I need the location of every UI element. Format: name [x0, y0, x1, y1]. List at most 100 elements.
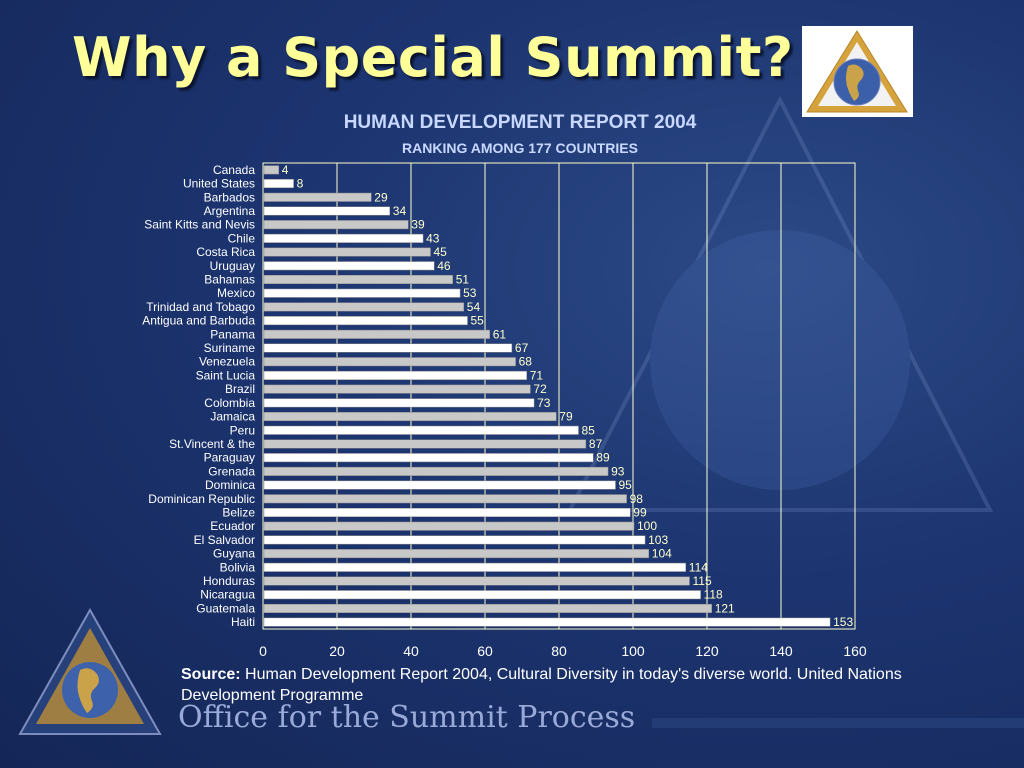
- bar: [263, 302, 465, 312]
- category-label: Saint Kitts and Nevis: [144, 218, 255, 232]
- chart-title: HUMAN DEVELOPMENT REPORT 2004: [343, 112, 697, 133]
- bar: [263, 370, 527, 380]
- bar: [263, 233, 424, 243]
- x-tick-label: 20: [329, 643, 345, 659]
- bar: [263, 316, 468, 326]
- category-label: Trinidad and Tobago: [146, 300, 255, 314]
- bar: [263, 508, 631, 517]
- category-label: Saint Lucia: [196, 368, 256, 382]
- value-label: 51: [456, 273, 470, 287]
- value-label: 43: [426, 231, 440, 245]
- bar: [263, 247, 431, 257]
- bar: [263, 425, 579, 435]
- category-label: El Salvador: [194, 533, 255, 547]
- x-tick-label: 160: [843, 643, 867, 659]
- x-tick-label: 80: [551, 643, 567, 659]
- source-text: Human Development Report 2004, Cultural …: [181, 666, 902, 704]
- value-label: 61: [493, 327, 507, 341]
- category-label: Argentina: [204, 204, 256, 218]
- category-label: Dominica: [205, 478, 255, 492]
- category-label: United States: [183, 177, 255, 191]
- value-label: 85: [582, 423, 596, 437]
- x-tick-label: 120: [695, 643, 719, 659]
- category-label: Costa Rica: [196, 245, 255, 259]
- category-label: Colombia: [204, 396, 255, 410]
- category-label: Guatemala: [196, 601, 255, 615]
- value-label: 53: [463, 286, 477, 300]
- value-label: 55: [471, 314, 485, 328]
- category-label: Brazil: [225, 382, 255, 396]
- bar: [263, 192, 372, 202]
- value-label: 104: [652, 547, 672, 561]
- category-label: Antigua and Barbuda: [142, 314, 255, 328]
- value-label: 67: [515, 341, 529, 355]
- bar: [263, 220, 409, 230]
- x-tick-label: 100: [621, 643, 645, 659]
- value-label: 98: [630, 492, 644, 506]
- category-label: Venezuela: [199, 355, 255, 369]
- value-label: 39: [411, 218, 425, 232]
- bar: [263, 494, 627, 504]
- bar: [263, 466, 609, 476]
- bar: [263, 179, 294, 189]
- background-emblem: [566, 95, 994, 512]
- bar: [263, 384, 531, 394]
- x-tick-label: 40: [403, 643, 419, 659]
- value-label: 89: [596, 451, 610, 465]
- value-label: 29: [374, 190, 388, 204]
- value-label: 93: [611, 464, 625, 478]
- value-label: 99: [633, 506, 647, 520]
- bar: [263, 398, 535, 408]
- value-label: 118: [704, 588, 723, 602]
- category-label: St.Vincent & the: [169, 437, 255, 451]
- category-label: Uruguay: [210, 259, 255, 273]
- category-label: Chile: [228, 231, 256, 245]
- category-label: Canada: [213, 163, 255, 177]
- bar: [263, 206, 391, 216]
- chart-subtitle: RANKING AMONG 177 COUNTRIES: [402, 140, 638, 156]
- category-label: Barbados: [204, 190, 255, 204]
- source-label: Source:: [181, 666, 241, 683]
- summits-logo: [802, 26, 913, 117]
- category-label: Mexico: [217, 286, 255, 300]
- x-tick-label: 140: [769, 643, 793, 659]
- bar: [263, 562, 687, 572]
- value-label: 68: [519, 355, 533, 369]
- category-label: Suriname: [204, 341, 256, 355]
- value-label: 45: [434, 245, 448, 259]
- value-label: 95: [619, 478, 633, 492]
- category-label: Guyana: [213, 547, 255, 561]
- category-label: Ecuador: [210, 519, 255, 533]
- value-label: 115: [693, 574, 712, 588]
- bar: [263, 453, 594, 463]
- bar: [263, 590, 701, 600]
- bar: [263, 576, 690, 586]
- value-label: 73: [537, 396, 551, 410]
- category-label: Grenada: [208, 464, 255, 478]
- value-label: 79: [559, 410, 573, 424]
- bar: [263, 329, 490, 339]
- bar: [263, 521, 635, 531]
- value-label: 34: [393, 204, 407, 218]
- x-tick-label: 0: [259, 643, 267, 659]
- category-label: Belize: [222, 506, 255, 520]
- bar: [263, 275, 453, 284]
- bar: [263, 357, 516, 367]
- category-label: Honduras: [203, 574, 255, 588]
- value-label: 114: [689, 560, 708, 574]
- value-label: 87: [589, 437, 603, 451]
- value-label: 54: [467, 300, 481, 314]
- category-label: Paraguay: [204, 451, 255, 465]
- bar: [263, 165, 280, 175]
- value-label: 153: [833, 615, 853, 629]
- bar: [263, 549, 650, 559]
- value-label: 8: [297, 177, 304, 191]
- value-label: 100: [637, 519, 657, 533]
- x-tick-label: 60: [477, 643, 493, 659]
- footer-rule: [652, 718, 1024, 728]
- category-label: Bolivia: [220, 560, 256, 574]
- bar: [263, 617, 831, 627]
- bar: [263, 288, 461, 298]
- bar: [263, 343, 513, 353]
